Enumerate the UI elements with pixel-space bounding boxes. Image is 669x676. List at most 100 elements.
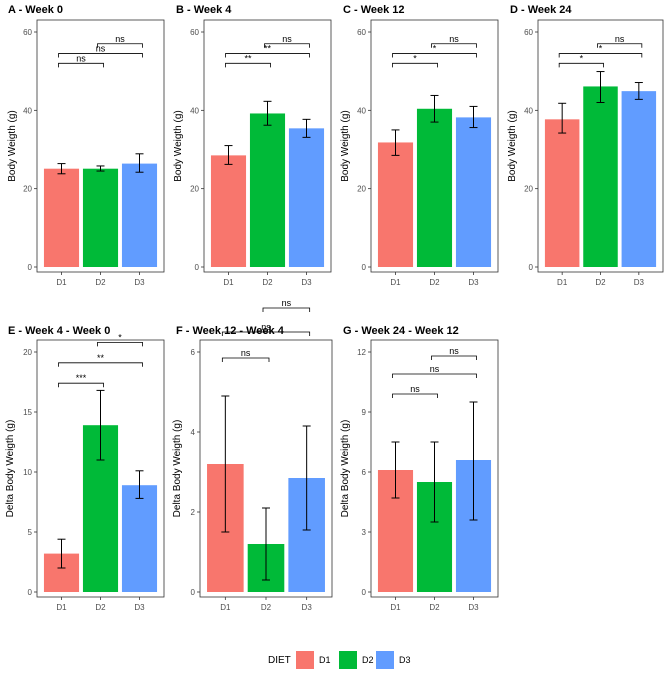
sig-label-g-2: ns <box>449 346 459 356</box>
sig-label-b-0: ** <box>244 53 252 63</box>
x-tick-label-a-d2: D2 <box>95 278 106 287</box>
sig-label-d-2: ns <box>615 34 625 44</box>
y-axis-label-b: Body Weigth (g) <box>173 110 184 182</box>
sig-bracket-e-1 <box>58 362 143 367</box>
bar-c-d3 <box>455 117 492 267</box>
sig-bracket-f-2 <box>262 307 311 312</box>
sig-label-e-2: * <box>118 332 122 342</box>
x-tick-label-a-d3: D3 <box>134 278 145 287</box>
y-axis-label-d: Body Weigth (g) <box>507 110 518 182</box>
panel-title-c: C - Week 12 <box>343 4 405 16</box>
panel-title-f: F - Week 12 - Week 4 <box>176 325 285 337</box>
y-tick-label-b: 40 <box>190 106 199 115</box>
x-tick-label-e-d2: D2 <box>95 603 106 612</box>
y-tick-label-g: 6 <box>362 468 367 477</box>
bar-d-d3 <box>621 91 657 268</box>
x-tick-label-d-d1: D1 <box>557 278 568 287</box>
sig-bracket-g-2 <box>431 355 477 360</box>
panel-c: C - Week 12 0 20 40 60 Body Weigth (g) D1 D2 D3 *… <box>340 4 499 287</box>
sig-label-d-0: * <box>580 53 584 63</box>
panel-f: F - Week 12 - Week 4 0 2 4 6 Delta Body Weigt… <box>172 298 333 612</box>
y-tick-label-d: 0 <box>529 263 534 272</box>
panel-title-e: E - Week 4 - Week 0 <box>8 325 110 337</box>
panel-title-b: B - Week 4 <box>176 4 232 16</box>
bar-b-d3 <box>288 128 325 267</box>
x-tick-label-e-d1: D1 <box>56 603 67 612</box>
y-tick-label-f: 6 <box>191 348 196 357</box>
y-tick-label-c: 40 <box>357 106 366 115</box>
x-tick-label-b-d1: D1 <box>223 278 234 287</box>
y-tick-label-g: 3 <box>362 528 367 537</box>
x-tick-label-c-d2: D2 <box>429 278 440 287</box>
sig-label-c-2: ns <box>449 34 459 44</box>
y-tick-label-d: 40 <box>524 106 533 115</box>
y-tick-label-e: 10 <box>23 468 32 477</box>
sig-bracket-a-0 <box>58 62 104 68</box>
bar-a-d3 <box>121 163 158 267</box>
panel-a: A - Week 0 0 20 40 60 Body Weigth (g) D1 D2 D3 ns… <box>7 4 165 287</box>
sig-bracket-e-2 <box>97 342 143 347</box>
y-tick-label-b: 0 <box>195 263 200 272</box>
sig-label-b-1: ** <box>264 44 272 54</box>
sig-bracket-b-0 <box>225 62 271 68</box>
legend-swatch-d3 <box>376 651 394 669</box>
y-tick-label-e: 15 <box>23 408 32 417</box>
sig-label-b-2: ns <box>282 34 292 44</box>
sig-bracket-g-0 <box>392 393 438 398</box>
sig-bracket-d-0 <box>558 62 604 68</box>
y-axis-label-a: Body Weigth (g) <box>7 110 18 182</box>
sig-bracket-f-0 <box>221 357 270 362</box>
bar-b-d2 <box>249 113 286 267</box>
sig-bracket-d-2 <box>597 43 643 48</box>
sig-label-a-1: ns <box>96 44 106 54</box>
y-tick-label-e: 20 <box>23 348 32 357</box>
sig-label-c-0: * <box>413 53 417 63</box>
sig-label-d-1: * <box>599 44 603 54</box>
x-tick-label-d-d2: D2 <box>595 278 606 287</box>
sig-label-e-0: *** <box>76 373 87 383</box>
bar-c-d2 <box>416 108 453 268</box>
x-tick-label-g-d1: D1 <box>390 603 401 612</box>
y-tick-label-f: 0 <box>191 588 196 597</box>
y-axis-label-c: Body Weigth (g) <box>340 110 351 182</box>
legend-swatch-d2 <box>339 651 357 669</box>
y-tick-label-a: 0 <box>28 263 33 272</box>
panel-g: G - Week 24 - Week 12 0 3 6 9 12 Delta Body We… <box>340 325 499 612</box>
legend: DIET D1 D2 D3 <box>268 651 411 669</box>
y-axis-label-f: Delta Body Weigth (g) <box>172 420 183 518</box>
sig-bracket-c-1 <box>392 53 477 58</box>
bar-b-d1 <box>210 155 247 267</box>
x-tick-label-f-d3: D3 <box>302 603 313 612</box>
sig-label-f-2: ns <box>282 298 292 308</box>
sig-bracket-b-2 <box>264 43 310 48</box>
legend-label-d2: D2 <box>362 655 374 665</box>
y-tick-label-e: 0 <box>28 588 33 597</box>
sig-label-f-1: ns <box>261 322 271 332</box>
y-tick-label-g: 9 <box>362 408 367 417</box>
x-tick-label-f-d2: D2 <box>261 603 272 612</box>
y-tick-label-a: 40 <box>23 106 32 115</box>
sig-label-f-0: ns <box>241 348 251 358</box>
sig-label-a-2: ns <box>115 34 125 44</box>
sig-label-g-1: ns <box>430 364 440 374</box>
y-tick-label-b: 60 <box>190 28 199 37</box>
sig-bracket-a-1 <box>58 53 143 58</box>
y-tick-label-g: 0 <box>362 588 367 597</box>
bar-e-d3 <box>121 485 158 592</box>
sig-bracket-f-1 <box>221 331 311 336</box>
panel-title-d: D - Week 24 <box>510 4 572 16</box>
y-tick-label-d: 20 <box>524 185 533 194</box>
sig-bracket-e-0 <box>58 382 104 388</box>
y-tick-label-c: 0 <box>362 263 367 272</box>
x-tick-label-c-d1: D1 <box>390 278 401 287</box>
legend-swatch-d1 <box>296 651 314 669</box>
y-tick-label-c: 60 <box>357 28 366 37</box>
panel-title-g: G - Week 24 - Week 12 <box>343 325 459 337</box>
y-tick-label-d: 60 <box>524 28 533 37</box>
sig-bracket-d-1 <box>558 53 643 58</box>
sig-bracket-g-1 <box>392 373 477 378</box>
sig-label-e-1: ** <box>97 353 105 363</box>
panel-title-a: A - Week 0 <box>8 4 63 16</box>
legend-label-d1: D1 <box>319 655 331 665</box>
